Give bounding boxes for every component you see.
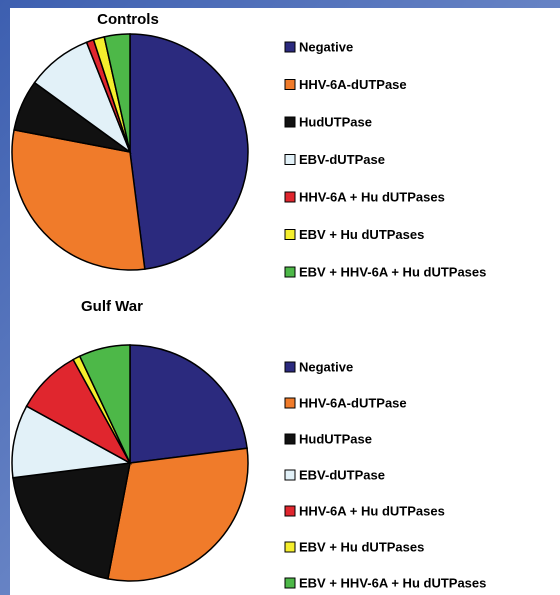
legend-swatch bbox=[284, 433, 296, 445]
legend-swatch bbox=[284, 266, 296, 278]
legend-label: EBV-dUTPase bbox=[299, 152, 385, 167]
legend-swatch bbox=[284, 361, 296, 373]
legend-swatch bbox=[284, 79, 296, 90]
legend-swatch bbox=[284, 41, 296, 53]
legend-label: HHV-6A + Hu dUTPases bbox=[299, 503, 445, 518]
legend-label: EBV + Hu dUTPases bbox=[299, 539, 424, 554]
pie-slice bbox=[107, 447, 249, 582]
legend-label: EBV + HHV-6A + Hu dUTPases bbox=[299, 575, 486, 590]
legend-swatch bbox=[284, 229, 296, 240]
legend-swatch bbox=[284, 397, 296, 409]
chart-title: Gulf War bbox=[81, 298, 143, 315]
pie-slice bbox=[78, 344, 131, 464]
pie-slice bbox=[11, 405, 133, 479]
legend-label: EBV + HHV-6A + Hu dUTPases bbox=[299, 264, 486, 279]
legend-label: HudUTPase bbox=[299, 114, 372, 129]
legend-label: HHV-6A-dUTPase bbox=[299, 395, 407, 410]
pie-slice bbox=[129, 344, 248, 464]
legend-swatch bbox=[284, 191, 296, 203]
legend-label: HudUTPase bbox=[299, 431, 372, 446]
chart-title: Controls bbox=[97, 11, 159, 28]
pie-slice bbox=[11, 129, 146, 271]
legend-label: EBV-dUTPase bbox=[299, 467, 385, 482]
legend-swatch bbox=[284, 469, 296, 481]
legend-swatch bbox=[284, 541, 296, 553]
legend-swatch bbox=[284, 154, 296, 165]
pie-slice bbox=[129, 33, 249, 270]
legend-label: HHV-6A-dUTPase bbox=[299, 77, 407, 92]
pie-slice bbox=[12, 462, 131, 580]
legend-swatch bbox=[284, 577, 296, 589]
legend-swatch bbox=[284, 505, 296, 517]
legend-label: HHV-6A + Hu dUTPases bbox=[299, 189, 445, 204]
legend-swatch bbox=[284, 116, 296, 128]
legend-label: Negative bbox=[299, 359, 353, 374]
legend-label: Negative bbox=[299, 39, 353, 54]
pie-slice bbox=[103, 33, 131, 153]
legend-label: EBV + Hu dUTPases bbox=[299, 227, 424, 242]
